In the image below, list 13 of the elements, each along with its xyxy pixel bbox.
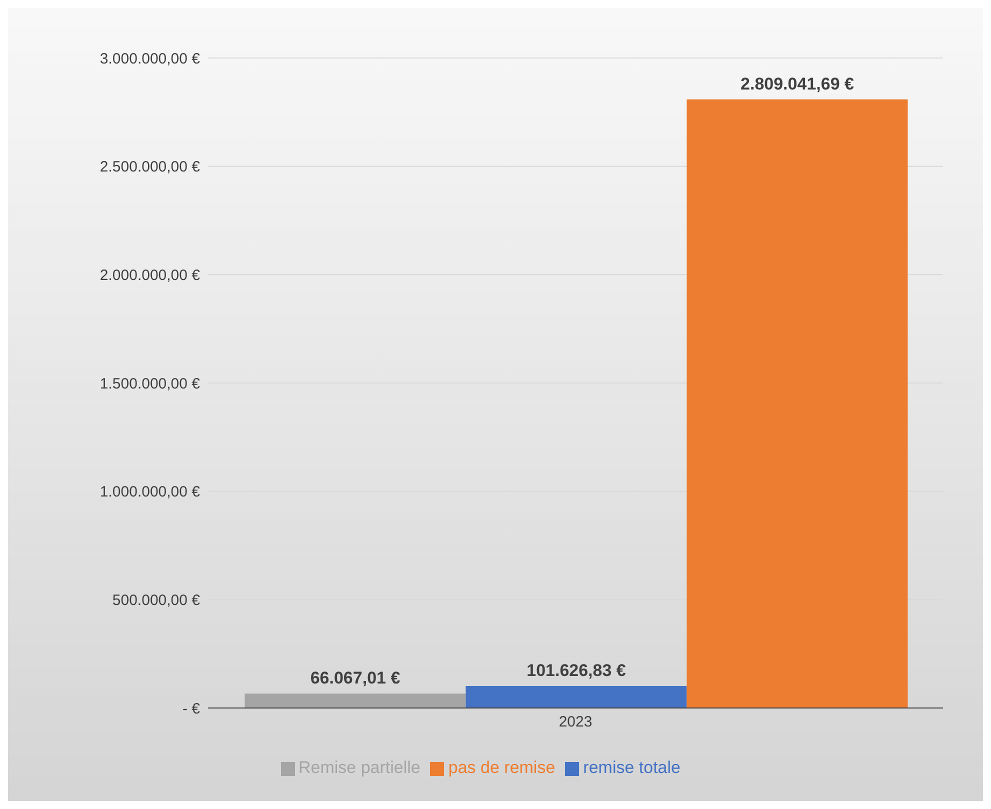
legend-label: remise totale <box>583 758 680 777</box>
y-tick-label: - € <box>182 700 201 718</box>
x-tick-label: 2023 <box>558 714 592 731</box>
data-label: 2.809.041,69 € <box>740 74 855 94</box>
data-label: 101.626,83 € <box>526 660 626 680</box>
data-label: 66.067,01 € <box>310 668 401 688</box>
y-tick-label: 500.000,00 € <box>112 592 201 609</box>
y-tick-label: 1.000.000,00 € <box>100 484 201 501</box>
y-tick-label: 1.500.000,00 € <box>100 375 201 392</box>
y-tick-label: 2.000.000,00 € <box>100 266 201 284</box>
y-tick-label: 2.500.000,00 € <box>100 158 201 176</box>
y-tick-label: 3.000.000,00 € <box>100 50 201 68</box>
legend-label: pas de remise <box>448 758 556 777</box>
